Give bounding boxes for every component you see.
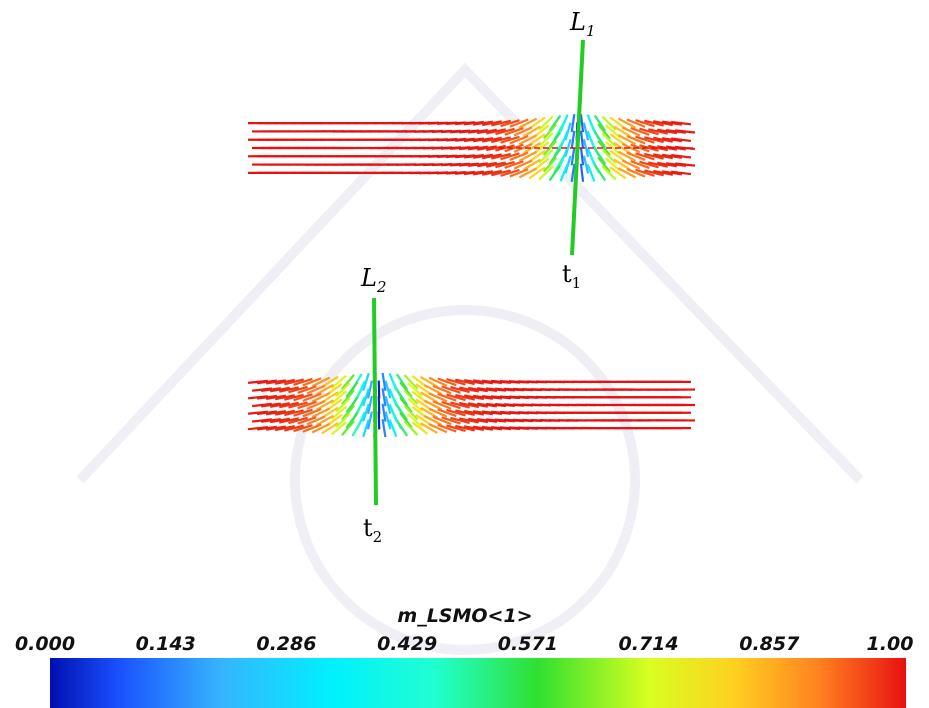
arrow xyxy=(572,147,575,165)
label-main: t xyxy=(562,260,572,288)
label-t1: t1 xyxy=(562,260,581,292)
colorbar-tick-label: 0.000 xyxy=(15,633,75,655)
colorbar-title: m_LSMO<1> xyxy=(397,605,532,627)
label-sub: 2 xyxy=(373,528,383,546)
line-l2 xyxy=(374,298,376,505)
label-main: L xyxy=(569,8,586,36)
arrow xyxy=(572,114,575,132)
arrow xyxy=(581,114,583,132)
label-l1: L1 xyxy=(569,8,595,40)
colorbar-tick-label: 1.00 xyxy=(867,633,914,655)
label-main: t xyxy=(363,514,373,542)
figure: L1 t1 L2 t2 m_LSMO<1> 0.0000.1430.2860.4… xyxy=(0,0,929,708)
arrow xyxy=(581,131,583,149)
arrow xyxy=(383,419,386,437)
label-t2: t2 xyxy=(363,514,382,546)
colorbar-tick-label: 0.286 xyxy=(256,633,316,655)
arrow xyxy=(565,123,570,140)
colorbar-tick-label: 0.714 xyxy=(619,633,679,655)
arrow xyxy=(581,164,583,182)
arrow xyxy=(581,147,583,165)
colorbar-tick-label: 0.429 xyxy=(377,633,437,655)
colorbar-tick-label: 0.857 xyxy=(739,633,800,655)
colorbar-tick-label: 0.143 xyxy=(136,633,196,655)
label-sub: 2 xyxy=(376,278,387,296)
label-sub: 1 xyxy=(586,22,596,40)
colorbar-tick-label: 0.571 xyxy=(498,633,558,655)
vector-field xyxy=(248,114,695,437)
arrow xyxy=(572,131,575,149)
label-l2: L2 xyxy=(360,264,386,296)
label-sub: 1 xyxy=(572,274,582,292)
label-main: L xyxy=(360,264,377,292)
colorbar xyxy=(50,658,906,708)
